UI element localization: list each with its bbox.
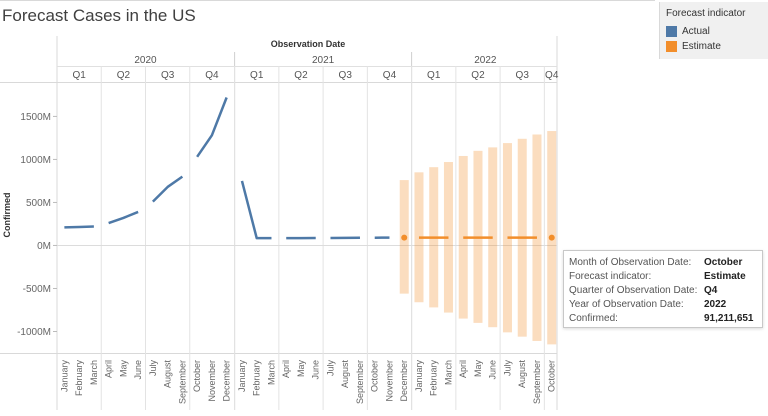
month-tick-label: March (89, 360, 99, 385)
month-tick-label: October (192, 360, 202, 392)
month-tick-label: January (414, 360, 424, 393)
legend-label-estimate: Estimate (682, 41, 721, 52)
tooltip-row-forecast-indicator: Forecast indicator: Estimate (569, 271, 759, 284)
quarter-label: Q3 (161, 70, 175, 81)
y-tick-label: -500M (23, 284, 51, 295)
month-tick-label: February (74, 360, 84, 397)
quarter-label: Q2 (117, 70, 131, 81)
tooltip-value: 2022 (704, 299, 727, 310)
y-tick-label: 1500M (20, 112, 51, 123)
y-tick-label: 0M (37, 241, 51, 252)
quarter-label: Q3 (516, 70, 530, 81)
series-line-actual (240, 180, 272, 240)
month-tick-label: April (458, 360, 468, 378)
year-label: 2021 (312, 55, 335, 66)
tooltip-label: Month of Observation Date: (569, 257, 692, 268)
series-line-actual (108, 210, 139, 225)
month-tick-label: February (429, 360, 439, 397)
legend: Forecast indicator Actual Estimate (659, 2, 768, 59)
y-tick-label: 500M (26, 198, 51, 209)
month-tick-label: August (163, 360, 173, 389)
month-tick-label: May (473, 360, 483, 378)
legend-swatch-estimate (666, 41, 677, 52)
estimate-point (548, 234, 555, 241)
month-tick-label: October (370, 360, 380, 392)
tooltip-row-year: Year of Observation Date: 2022 (569, 299, 759, 312)
tooltip: Month of Observation Date: October Forec… (563, 250, 763, 328)
y-axis-title: Confirmed (2, 193, 12, 238)
y-tick-label: 1000M (20, 155, 51, 166)
month-tick-label: September (355, 360, 365, 404)
month-tick-label: January (237, 360, 247, 393)
month-tick-label: June (488, 360, 498, 380)
month-tick-label: February (252, 360, 262, 397)
series-line-actual (196, 97, 228, 158)
month-tick-label: April (104, 360, 114, 378)
legend-label-actual: Actual (682, 26, 710, 37)
series-line-actual (151, 175, 184, 203)
month-tick-label: March (443, 360, 453, 385)
legend-swatch-actual (666, 26, 677, 37)
month-tick-label: November (384, 360, 394, 402)
tooltip-value: Q4 (704, 285, 718, 296)
month-tick-label: September (532, 360, 542, 404)
month-tick-label: December (222, 360, 232, 402)
tooltip-value: October (704, 257, 743, 268)
tooltip-value: 91,211,651 (704, 313, 754, 324)
quarter-label: Q2 (294, 70, 308, 81)
month-tick-label: June (311, 360, 321, 380)
month-tick-label: May (296, 360, 306, 378)
quarter-label: Q3 (339, 70, 353, 81)
month-tick-label: September (177, 360, 187, 404)
series-line-actual (64, 225, 94, 229)
legend-item-estimate[interactable]: Estimate (666, 41, 721, 52)
month-tick-label: July (502, 360, 512, 377)
x-axis-title: Observation Date (271, 39, 346, 49)
month-tick-label: April (281, 360, 291, 378)
quarter-label: Q1 (427, 70, 441, 81)
tooltip-label: Confirmed: (569, 313, 618, 324)
tooltip-value: Estimate (704, 271, 746, 282)
quarter-label: Q4 (205, 70, 219, 81)
tooltip-label: Forecast indicator: (569, 271, 652, 282)
tooltip-row-quarter: Quarter of Observation Date: Q4 (569, 285, 759, 298)
year-label: 2020 (134, 55, 157, 66)
y-tick-label: -1000M (17, 327, 51, 338)
chart-title: Forecast Cases in the US (2, 6, 196, 25)
quarter-label: Q4 (545, 70, 559, 81)
tooltip-row-confirmed: Confirmed: 91,211,651 (569, 313, 759, 326)
year-label: 2022 (474, 55, 497, 66)
tooltip-row-month: Month of Observation Date: October (569, 257, 759, 270)
month-tick-label: October (547, 360, 557, 392)
month-tick-label: December (399, 360, 409, 402)
legend-title: Forecast indicator (666, 8, 746, 19)
month-tick-label: August (517, 360, 527, 389)
quarter-label: Q1 (72, 70, 86, 81)
estimate-point (401, 234, 408, 241)
month-tick-label: July (148, 360, 158, 377)
month-tick-label: July (325, 360, 335, 377)
quarter-label: Q1 (250, 70, 264, 81)
month-tick-label: March (266, 360, 276, 385)
legend-item-actual[interactable]: Actual (666, 26, 710, 37)
tooltip-label: Quarter of Observation Date: (569, 285, 698, 296)
quarter-label: Q2 (471, 70, 485, 81)
month-tick-label: June (133, 360, 143, 380)
month-tick-label: November (207, 360, 217, 402)
month-tick-label: August (340, 360, 350, 389)
quarter-label: Q4 (383, 70, 397, 81)
month-tick-label: January (59, 360, 69, 393)
month-tick-label: May (118, 360, 128, 378)
tooltip-label: Year of Observation Date: (569, 299, 684, 310)
